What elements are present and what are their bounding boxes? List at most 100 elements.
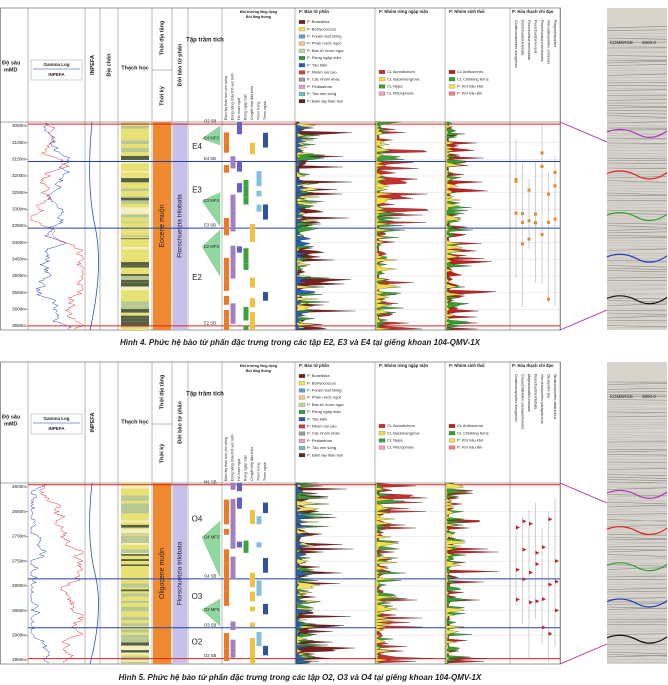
environment-block bbox=[224, 632, 229, 649]
lithology-layer bbox=[121, 231, 149, 233]
gamma-header-box bbox=[30, 413, 83, 435]
legend-label: CL Backmangrove bbox=[387, 76, 421, 81]
lithology-layer bbox=[121, 260, 149, 263]
zone-label: Florschuetzia trilobata bbox=[177, 194, 184, 258]
lithology-layer bbox=[121, 513, 149, 517]
lithology-layer bbox=[121, 155, 149, 160]
environment-block bbox=[224, 266, 229, 276]
seismic-reflector bbox=[606, 651, 668, 655]
seismic-reflector bbox=[606, 282, 668, 286]
sequence-label: E2 MFS bbox=[204, 244, 219, 249]
lithology-layer bbox=[121, 182, 149, 187]
legend-label: P: Tảo ven sông bbox=[307, 445, 336, 450]
seismic-reflector bbox=[606, 270, 668, 273]
sequence-label: E3 bbox=[192, 186, 202, 195]
gamma-log-curve bbox=[30, 483, 50, 664]
seismic-reflector bbox=[606, 385, 668, 388]
legend-label: P: Khí hậu khô bbox=[457, 83, 484, 88]
environment-block bbox=[250, 277, 255, 288]
seismic-reflector bbox=[606, 293, 668, 296]
sequence-label: E3 SB bbox=[204, 223, 216, 228]
environment-block bbox=[224, 275, 229, 282]
environment-block bbox=[256, 204, 262, 212]
fossil-name: Oculopollis spp. bbox=[547, 374, 551, 399]
fossil-name: Cicatricosisporites dorogensis bbox=[514, 20, 518, 68]
environment-block bbox=[263, 204, 268, 220]
lithology-layer bbox=[121, 286, 149, 291]
seismic-reflector bbox=[606, 654, 668, 658]
abundance-curve bbox=[295, 482, 314, 665]
legend-swatch bbox=[448, 91, 456, 96]
lithology-layer bbox=[121, 197, 149, 201]
lithology-layer bbox=[121, 144, 149, 148]
seismic-reflector bbox=[606, 267, 668, 270]
legend-label: CL Rhizophora bbox=[387, 91, 414, 96]
abundance-curve bbox=[375, 121, 398, 331]
environment-block bbox=[230, 265, 236, 279]
legend-swatch bbox=[298, 410, 306, 414]
legend-label: CL Anthoceros bbox=[457, 69, 483, 74]
column-header: Địa chấn bbox=[105, 53, 112, 77]
stage-label: Eocene muộn bbox=[159, 204, 166, 247]
lithology-layer bbox=[121, 522, 149, 525]
legend-swatch bbox=[298, 424, 306, 429]
seismic-reflector bbox=[606, 507, 668, 510]
sequence-label: O3 bbox=[192, 592, 203, 601]
lithology-layer bbox=[121, 495, 149, 498]
lithology-layer bbox=[121, 309, 149, 313]
seismic-reflector bbox=[606, 303, 668, 306]
gamma-log-curve bbox=[35, 122, 73, 330]
abundance-curve bbox=[445, 482, 466, 665]
column-header: P: Nhóm sinh thái bbox=[449, 363, 485, 368]
seismic-reflector bbox=[606, 439, 668, 442]
environment-block bbox=[256, 516, 262, 525]
lithology-layer bbox=[121, 236, 149, 239]
legend-swatch bbox=[298, 388, 306, 393]
lithology-layer bbox=[121, 633, 149, 635]
legend-swatch bbox=[298, 70, 306, 75]
lithology-layer bbox=[121, 505, 149, 511]
environment-block bbox=[250, 312, 255, 322]
seismic-reflector bbox=[606, 455, 668, 458]
environment-block bbox=[230, 541, 236, 549]
fossil-marker bbox=[529, 570, 533, 575]
seismic-reflector bbox=[606, 511, 668, 513]
legend-label: P: Khí hậu ẩm bbox=[457, 91, 483, 96]
lithology-layer bbox=[121, 620, 149, 624]
environment-block bbox=[256, 190, 262, 197]
environment-block bbox=[250, 142, 255, 155]
fossil-marker bbox=[522, 519, 527, 524]
column-header: P: Bào tử phấn bbox=[299, 363, 329, 368]
seismic-reflector bbox=[606, 519, 668, 523]
environment-block bbox=[224, 499, 229, 504]
depth-label: 3300m bbox=[12, 207, 26, 212]
lithology-layer bbox=[121, 642, 149, 646]
fossil-name: Magnastriatites howardi bbox=[527, 374, 531, 412]
lithology-layer bbox=[121, 147, 149, 153]
zone-fill bbox=[173, 483, 187, 664]
seismic-reflector bbox=[606, 222, 668, 225]
fossil-marker bbox=[542, 625, 546, 630]
caption: Hình 4. Phức hệ bào tử phấn đặc trưng tr… bbox=[120, 338, 481, 347]
fossil-marker bbox=[547, 192, 550, 196]
fossil-marker bbox=[529, 521, 533, 526]
seismic-reflector bbox=[606, 307, 668, 310]
legend-swatch bbox=[378, 431, 386, 436]
seismic-reflector bbox=[606, 399, 668, 401]
environment-block bbox=[230, 522, 236, 538]
environment-label: Rừng ngập mặn bbox=[243, 455, 247, 481]
seismic-horizon bbox=[606, 562, 668, 572]
environment-block bbox=[263, 502, 268, 514]
depth-label: 3250m bbox=[12, 190, 26, 195]
legend-swatch bbox=[378, 84, 386, 89]
sequence-triangle bbox=[201, 125, 221, 146]
legend-swatch bbox=[298, 48, 306, 53]
lithology-layer bbox=[121, 613, 149, 617]
legend-label: P: Nhóm núi cao bbox=[307, 423, 337, 428]
seismic-reflector bbox=[606, 575, 668, 578]
environment-block bbox=[250, 622, 255, 628]
legend-label: P: Foram test lining bbox=[307, 33, 341, 38]
lithology-layer bbox=[121, 652, 149, 655]
seismic-reflector bbox=[606, 468, 668, 470]
seismic-reflector bbox=[606, 401, 668, 403]
